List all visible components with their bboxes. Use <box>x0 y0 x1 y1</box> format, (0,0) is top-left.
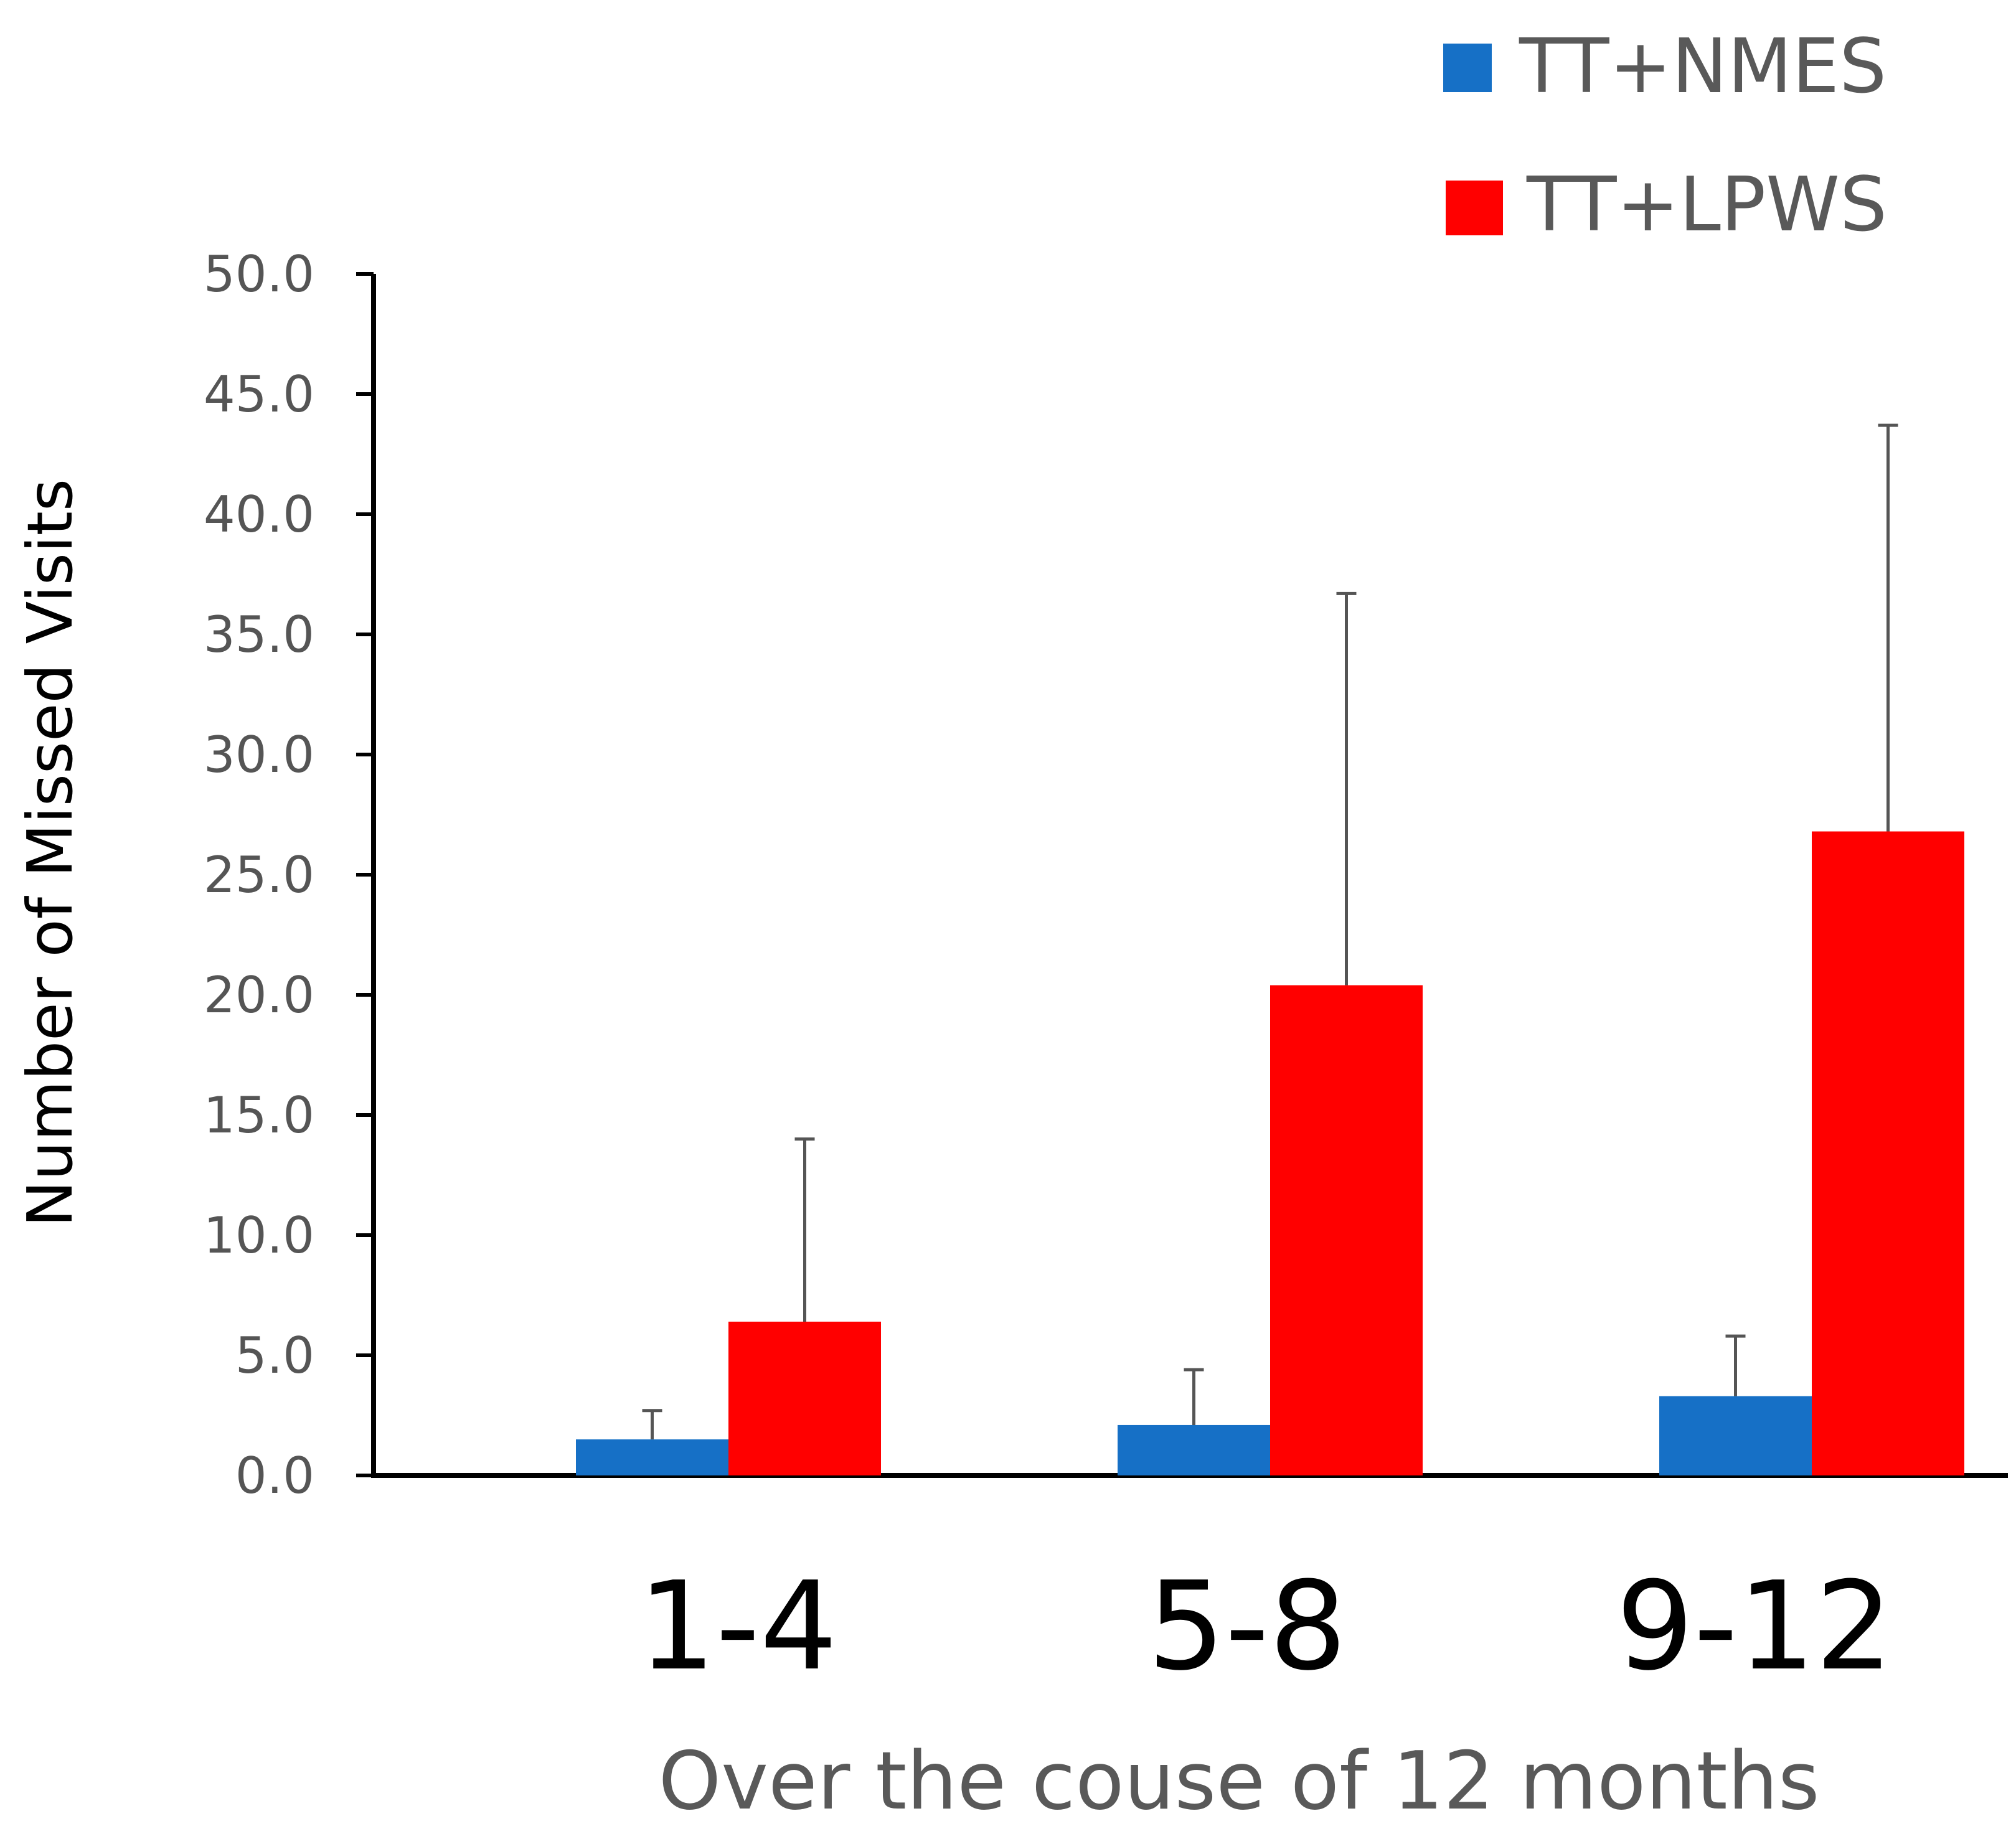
y-axis-title: Number of Missed Visits <box>14 479 87 1227</box>
y-tick-label: 10.0 <box>204 1207 314 1264</box>
chart-axes <box>371 274 2008 1478</box>
y-tick-label: 25.0 <box>204 846 314 904</box>
bars-group <box>576 831 1964 1475</box>
y-tick-label: 40.0 <box>204 486 314 543</box>
legend-label: TT+LPWS <box>1526 162 1887 248</box>
bar-tt-nmes-5-8 <box>1118 1424 1270 1475</box>
y-tick-label: 20.0 <box>204 966 314 1024</box>
y-tick-label: 50.0 <box>204 245 314 303</box>
bar-tt-lpws-1-4 <box>728 1321 881 1475</box>
x-category-label: 9-12 <box>1616 1556 1893 1698</box>
bar-tt-nmes-9-12 <box>1659 1396 1812 1475</box>
error-bars-group <box>642 423 1898 1440</box>
y-tick-label: 30.0 <box>204 726 314 784</box>
legend: TT+NMES TT+LPWS <box>1443 24 1887 248</box>
x-category-label: 5-8 <box>1147 1556 1347 1698</box>
x-category-label: 1-4 <box>638 1556 837 1698</box>
y-tick-label: 45.0 <box>204 365 314 423</box>
y-tick-label: 5.0 <box>235 1327 314 1385</box>
bar-tt-nmes-1-4 <box>576 1439 728 1475</box>
legend-label: TT+NMES <box>1519 24 1886 110</box>
legend-swatch <box>1446 181 1503 235</box>
x-axis-categories: 1-4 5-8 9-12 <box>638 1556 1893 1698</box>
y-axis-ticks: 0.0 5.0 10.0 15.0 20.0 25.0 30.0 35.0 40.0 45.0 50… <box>204 245 374 1505</box>
x-axis-title: Over the couse of 12 months <box>659 1735 1820 1828</box>
legend-swatch <box>1443 44 1492 92</box>
bar-tt-lpws-5-8 <box>1270 985 1423 1475</box>
y-tick-label: 0.0 <box>235 1447 314 1505</box>
y-tick-label: 35.0 <box>204 606 314 664</box>
y-tick-label: 15.0 <box>204 1086 314 1144</box>
bar-tt-lpws-9-12 <box>1812 831 1964 1475</box>
